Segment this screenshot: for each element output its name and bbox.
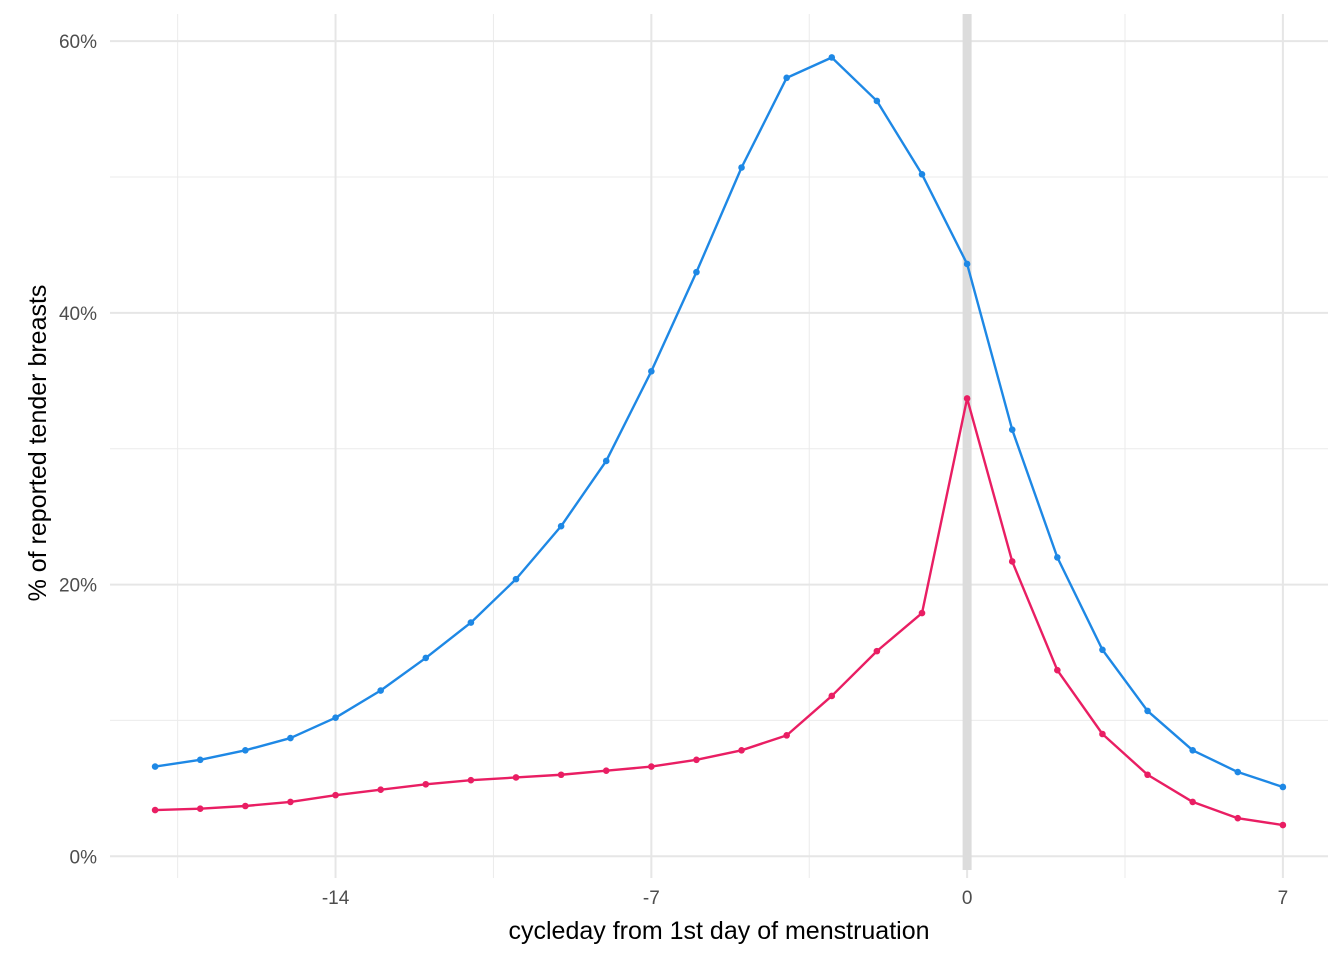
- series-0-point-3: [287, 734, 294, 742]
- series-0-point-23: [1189, 747, 1196, 754]
- series-1-point-17: [918, 609, 926, 617]
- series-0-point-19: [1008, 426, 1016, 433]
- series-1-point-12: [693, 756, 700, 764]
- series-0-point-25: [1279, 783, 1287, 791]
- y-tick-label-2: 40%: [59, 304, 97, 325]
- series-1-point-23: [1189, 798, 1196, 806]
- series-0-point-2: [242, 747, 249, 754]
- series-1-point-2: [242, 802, 249, 810]
- y-axis-title: % of reported tender breasts: [24, 285, 52, 602]
- series-1-point-6: [422, 780, 430, 788]
- series-1-point-8: [512, 774, 520, 781]
- series-1-point-7: [467, 776, 475, 784]
- y-tick-label-0: 0%: [70, 847, 98, 868]
- series-1-point-11: [648, 763, 655, 770]
- x-tick-label-2: 0: [962, 888, 973, 909]
- series-0-point-24: [1234, 768, 1242, 776]
- series-1-point-4: [332, 791, 339, 799]
- series-0-point-9: [557, 522, 565, 530]
- series-layer: [151, 54, 1287, 829]
- y-tick-label-1: 20%: [59, 576, 97, 597]
- series-1-point-22: [1144, 771, 1151, 779]
- minor-gridlines: [110, 14, 1328, 878]
- series-0-point-15: [828, 54, 836, 61]
- series-1-point-15: [828, 692, 836, 700]
- series-0-point-0: [151, 763, 159, 770]
- series-0-point-6: [422, 654, 430, 662]
- series-0-point-20: [1054, 554, 1061, 561]
- series-1-point-9: [557, 771, 565, 779]
- series-1-point-24: [1234, 814, 1242, 822]
- y-tick-label-3: 60%: [59, 32, 97, 53]
- x-tick-label-0: -14: [322, 888, 350, 909]
- series-0-point-22: [1144, 707, 1151, 715]
- series-0-point-14: [783, 74, 790, 82]
- series-1-point-19: [1008, 558, 1016, 565]
- series-0-point-12: [693, 268, 700, 276]
- x-axis-title: cycleday from 1st day of menstruation: [508, 917, 929, 945]
- series-1-point-16: [873, 647, 881, 655]
- series-0-point-18: [963, 260, 971, 268]
- series-1-point-20: [1054, 666, 1061, 674]
- series-1-point-10: [602, 767, 610, 774]
- series-0-point-21: [1099, 646, 1106, 654]
- series-0-point-13: [738, 164, 745, 171]
- x-tick-labels: -14 -7 0 7: [322, 888, 1288, 909]
- series-0-point-17: [918, 171, 926, 178]
- y-tick-labels: 0% 20% 40% 60%: [59, 32, 97, 868]
- series-1-point-25: [1279, 821, 1287, 829]
- series-0-point-7: [467, 619, 475, 626]
- series-0-point-5: [377, 687, 384, 694]
- x-tick-label-3: 7: [1278, 888, 1289, 909]
- series-1-point-21: [1099, 730, 1106, 738]
- series-1-point-13: [738, 747, 745, 754]
- series-1-point-3: [287, 798, 294, 806]
- series-1-point-18: [963, 395, 971, 402]
- series-0-point-11: [648, 367, 655, 375]
- series-0-point-16: [873, 97, 881, 105]
- series-1-point-14: [783, 732, 790, 739]
- series-0-point-8: [512, 575, 520, 583]
- series-0-point-4: [332, 714, 339, 721]
- series-1-point-0: [151, 806, 159, 814]
- series-1-point-5: [377, 786, 384, 793]
- series-1-point-1: [196, 805, 204, 813]
- x-tick-label-1: -7: [643, 888, 660, 909]
- series-0-point-1: [196, 756, 204, 764]
- series-line-0: [154, 56, 1284, 789]
- series-0-point-10: [602, 457, 610, 465]
- series-line-1: [155, 397, 1284, 827]
- major-gridlines: [110, 14, 1328, 878]
